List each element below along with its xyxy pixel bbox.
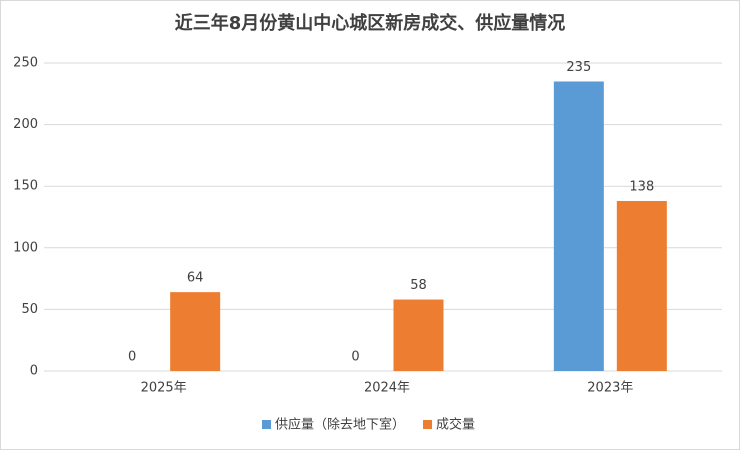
y-tick-label: 0	[30, 364, 38, 379]
y-tick-label: 250	[13, 56, 38, 71]
y-tick-label: 100	[13, 240, 38, 255]
chart-title: 近三年8月份黄山中心城区新房成交、供应量情况	[175, 12, 566, 34]
data-label: 58	[410, 278, 427, 293]
y-tick-label: 50	[21, 302, 38, 317]
data-label: 0	[128, 350, 136, 365]
bar	[616, 200, 667, 371]
x-tick-label: 2025年	[141, 381, 187, 396]
x-tick-label: 2024年	[364, 381, 410, 396]
y-tick-label: 200	[13, 117, 38, 132]
data-label: 0	[351, 350, 359, 365]
y-tick-label: 150	[13, 179, 38, 194]
bar	[553, 81, 604, 371]
data-label: 138	[629, 179, 654, 194]
data-label: 235	[566, 60, 591, 75]
bar	[393, 299, 444, 371]
x-tick-label: 2023年	[587, 381, 633, 396]
data-label: 64	[187, 271, 204, 286]
legend-label: 成交量	[436, 417, 475, 433]
legend-label: 供应量（除去地下室）	[275, 417, 405, 433]
bar	[170, 292, 221, 371]
legend-swatch	[423, 420, 433, 429]
legend-swatch	[262, 420, 271, 429]
